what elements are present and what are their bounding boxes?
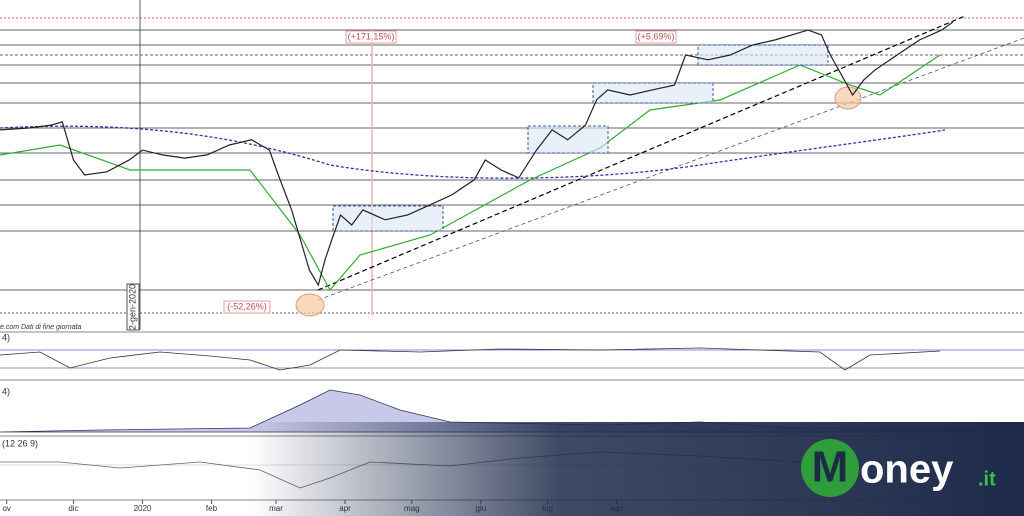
logo-suffix: .it — [978, 468, 996, 490]
annotation: (-52,26%) — [227, 301, 267, 311]
annotation: (+5,69%) — [638, 31, 675, 41]
logo-initial: M — [812, 443, 849, 492]
annotation: (+171,15%) — [348, 31, 395, 41]
panel-label: 4) — [2, 332, 10, 342]
price-line — [0, 21, 954, 287]
panel-label: 4) — [2, 386, 10, 396]
logo-circle — [801, 439, 859, 497]
x-tick-label: 2020 — [134, 504, 152, 513]
x-tick-label: dic — [68, 504, 78, 513]
source: e.com Dati di fine giornata — [0, 324, 81, 331]
x-tick-label: ov — [2, 504, 10, 513]
levels — [0, 0, 1024, 330]
logo-text: oney — [860, 448, 954, 492]
overlay — [250, 422, 1024, 516]
panel-label: (12 26 9) — [2, 438, 38, 448]
date-marker: 2-gen-2020 — [127, 284, 137, 330]
x-tick-label: feb — [206, 504, 218, 513]
